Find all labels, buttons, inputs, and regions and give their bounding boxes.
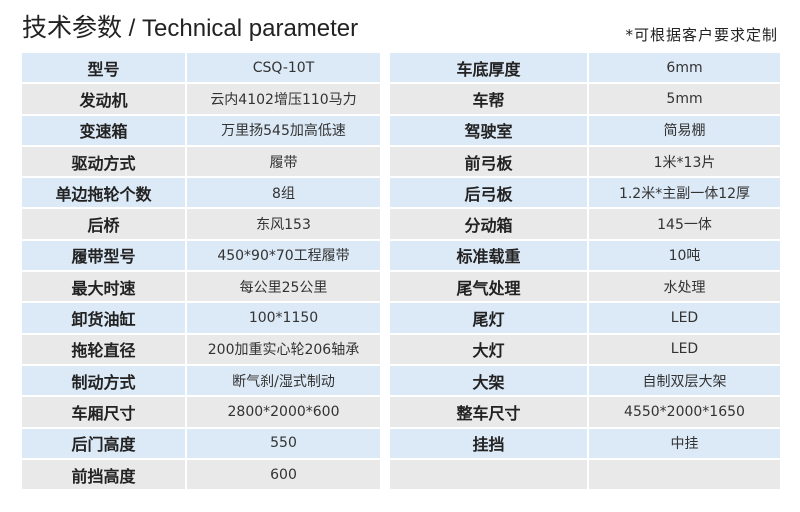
page-title: 技术参数 / Technical parameter (22, 8, 358, 44)
table-row: 变速箱 万里扬545加高低速 (22, 115, 382, 145)
spec-value: 云内4102增压110马力 (187, 84, 380, 114)
table-row: 前挡高度 600 (22, 459, 382, 490)
spec-value: 自制双层大架 (589, 365, 780, 396)
spec-label: 后弓板 (390, 178, 587, 208)
spec-value: 履带 (187, 146, 380, 177)
table-row: 尾气处理 水处理 (390, 272, 782, 302)
spec-label: 车底厚度 (390, 53, 587, 83)
table-row: 单边拖轮个数 8组 (22, 178, 382, 208)
spec-label: 单边拖轮个数 (22, 178, 185, 208)
table-row: 后桥 东风153 (22, 209, 382, 239)
spec-label: 变速箱 (22, 115, 185, 145)
spec-label: 后桥 (22, 209, 185, 239)
title-cn: 技术参数 (22, 13, 123, 42)
title-separator: / (122, 15, 143, 42)
table-row: 分动箱 145一体 (390, 209, 782, 239)
table-row: 履带型号 450*90*70工程履带 (22, 240, 382, 271)
spec-value: LED (589, 303, 780, 333)
spec-value: 6mm (589, 53, 780, 83)
table-row: 驾驶室 简易棚 (390, 115, 782, 145)
spec-label: 尾灯 (390, 303, 587, 333)
spec-label: 尾气处理 (390, 272, 587, 302)
spec-value: 水处理 (589, 272, 780, 302)
table-row: 拖轮直径 200加重实心轮206轴承 (22, 334, 382, 364)
spec-label: 发动机 (22, 84, 185, 114)
spec-label: 拖轮直径 (22, 334, 185, 364)
spec-value: 8组 (187, 178, 380, 208)
spec-label: 车帮 (390, 84, 587, 114)
table-row: 车厢尺寸 2800*2000*600 (22, 397, 382, 427)
spec-label: 驾驶室 (390, 115, 587, 145)
spec-label: 型号 (22, 53, 185, 83)
spec-label: 卸货油缸 (22, 303, 185, 333)
spec-value: 145一体 (589, 209, 780, 239)
spec-value: 2800*2000*600 (187, 397, 380, 427)
table-row: 前弓板 1米*13片 (390, 146, 782, 177)
spec-value: 东风153 (187, 209, 380, 239)
spec-value: CSQ-10T (187, 53, 380, 83)
spec-label: 大架 (390, 365, 587, 396)
spec-label (390, 459, 587, 490)
spec-label: 前挡高度 (22, 459, 185, 490)
table-row: 后门高度 550 (22, 428, 382, 458)
spec-value: 1.2米*主副一体12厚 (589, 178, 780, 208)
spec-value: 200加重实心轮206轴承 (187, 334, 380, 364)
table-row: 卸货油缸 100*1150 (22, 303, 382, 333)
spec-label: 整车尺寸 (390, 397, 587, 427)
spec-label: 最大时速 (22, 272, 185, 302)
table-row: 大灯 LED (390, 334, 782, 364)
spec-label: 标准载重 (390, 240, 587, 271)
spec-table-left: 型号 CSQ-10T 发动机 云内4102增压110马力 变速箱 万里扬545加高低速 驱动… (22, 53, 382, 491)
spec-label: 分动箱 (390, 209, 587, 239)
spec-label: 驱动方式 (22, 146, 185, 177)
table-row: 整车尺寸 4550*2000*1650 (390, 397, 782, 427)
table-row: 车帮 5mm (390, 84, 782, 114)
spec-value: 600 (187, 459, 380, 490)
table-row: 制动方式 断气刹/湿式制动 (22, 365, 382, 396)
spec-value: 450*90*70工程履带 (187, 240, 380, 271)
table-row: 驱动方式 履带 (22, 146, 382, 177)
spec-value: 100*1150 (187, 303, 380, 333)
table-row: 车底厚度 6mm (390, 53, 782, 83)
table-row: 发动机 云内4102增压110马力 (22, 84, 382, 114)
table-row: 型号 CSQ-10T (22, 53, 382, 83)
table-row (390, 459, 782, 490)
spec-value: 万里扬545加高低速 (187, 115, 380, 145)
table-row: 尾灯 LED (390, 303, 782, 333)
spec-value (589, 459, 780, 490)
table-row: 标准载重 10吨 (390, 240, 782, 271)
spec-table-right: 车底厚度 6mm 车帮 5mm 驾驶室 简易棚 前弓板 1米*13片 后弓板 1.2米*主副一体1… (390, 53, 782, 491)
spec-value: 中挂 (589, 428, 780, 458)
spec-value: 简易棚 (589, 115, 780, 145)
table-row: 最大时速 每公里25公里 (22, 272, 382, 302)
spec-value: 550 (187, 428, 380, 458)
title-en: Technical parameter (142, 15, 359, 42)
spec-value: 4550*2000*1650 (589, 397, 780, 427)
spec-label: 前弓板 (390, 146, 587, 177)
spec-label: 车厢尺寸 (22, 397, 185, 427)
table-row: 后弓板 1.2米*主副一体12厚 (390, 178, 782, 208)
spec-value: 每公里25公里 (187, 272, 380, 302)
spec-label: 大灯 (390, 334, 587, 364)
spec-label: 挂挡 (390, 428, 587, 458)
customization-note: *可根据客户要求定制 (625, 26, 778, 44)
spec-value: 10吨 (589, 240, 780, 271)
spec-value: 5mm (589, 84, 780, 114)
spec-value: 断气刹/湿式制动 (187, 365, 380, 396)
spec-label: 制动方式 (22, 365, 185, 396)
table-row: 大架 自制双层大架 (390, 365, 782, 396)
spec-label: 履带型号 (22, 240, 185, 271)
table-row: 挂挡 中挂 (390, 428, 782, 458)
spec-label: 后门高度 (22, 428, 185, 458)
spec-value: LED (589, 334, 780, 364)
spec-value: 1米*13片 (589, 146, 780, 177)
